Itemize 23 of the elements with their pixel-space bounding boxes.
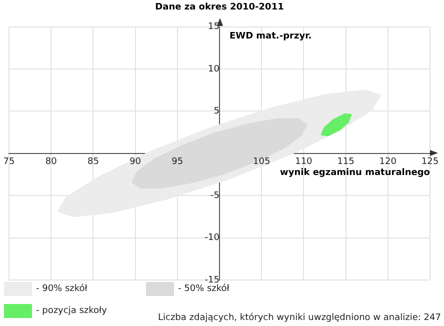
x-tick-label: 115	[337, 157, 354, 168]
y-tick-label: -5	[210, 190, 220, 201]
x-tick-label: 90	[130, 157, 142, 168]
y-tick-label: 5	[214, 106, 220, 117]
chart-title: Dane za okres 2010-2011	[155, 2, 284, 13]
y-tick-label: -10	[204, 233, 220, 244]
y-tick-label: 15	[208, 22, 220, 32]
x-tick-label: 125	[421, 157, 439, 168]
x-tick-label: 105	[253, 157, 270, 168]
x-tick-label: 85	[87, 157, 99, 168]
y-tick-label: -15	[204, 275, 220, 286]
x-tick-label: 95	[172, 157, 184, 168]
legend-label: - 90% szkół	[36, 284, 88, 294]
x-tick-label: 75	[3, 157, 15, 168]
x-tick-label: 110	[295, 157, 313, 168]
legend-label: - 50% szkół	[178, 284, 230, 294]
x-tick-label: 120	[379, 157, 397, 168]
x-tick-label: 80	[45, 157, 58, 168]
x-axis-title: wynik egzaminu maturalnego	[280, 168, 430, 178]
y-tick-label: 10	[208, 64, 220, 74]
y-axis-title: EWD mat.-przyr.	[230, 32, 312, 42]
text: Liczba zdających, których wyniki uwzględniono w analizie: 247	[158, 312, 441, 323]
legend-label: - pozycja szkoły	[36, 306, 107, 316]
